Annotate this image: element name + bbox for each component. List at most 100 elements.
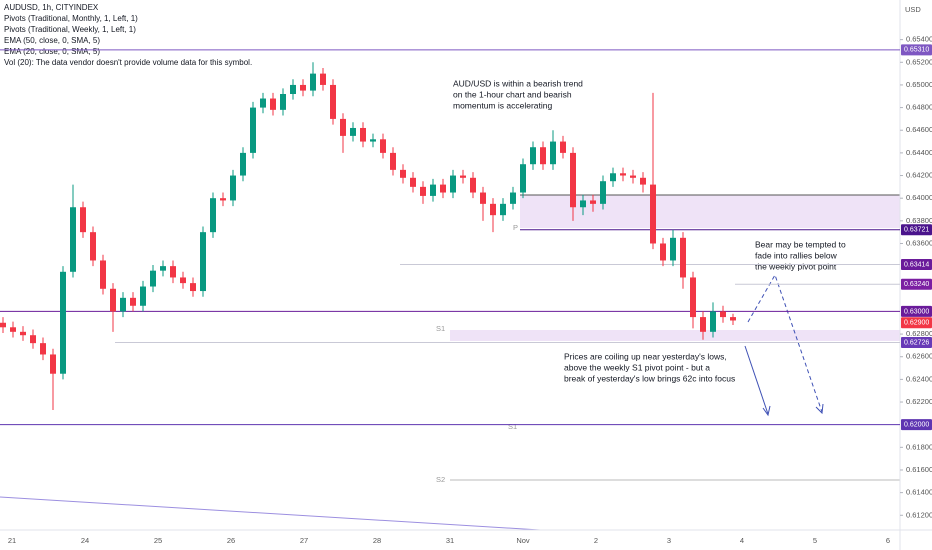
candle-body: [420, 186, 426, 196]
annotation: on the 1-hour chart and bearish: [453, 89, 572, 99]
candle-body: [380, 139, 386, 153]
y-tick-label: 0.65400: [906, 35, 932, 44]
price-badge-label: 0.65310: [904, 47, 929, 54]
candle-body: [490, 203, 496, 216]
price-badge: [901, 336, 932, 348]
candle-body: [660, 243, 666, 261]
legend-line: Pivots (Traditional, Weekly, 1, Left, 1): [4, 25, 136, 34]
price-badge: [901, 224, 932, 236]
candle-body: [20, 331, 26, 336]
candle-body: [710, 311, 716, 332]
y-tick-label: 0.63800: [906, 216, 932, 225]
y-tick-label: 0.62200: [906, 397, 932, 406]
candle-body: [730, 317, 736, 321]
pivot-label: P: [513, 223, 518, 232]
candle-body: [310, 73, 316, 91]
x-tick-label: 5: [813, 536, 817, 545]
candle-body: [550, 141, 556, 165]
candle-body: [180, 277, 186, 284]
candle-body: [430, 184, 436, 196]
price-badge-label: 0.62000: [904, 422, 929, 429]
candle-body: [600, 181, 606, 204]
candle-body: [450, 175, 456, 193]
candle-body: [590, 200, 596, 204]
x-tick-label: Nov: [516, 536, 530, 545]
candle-body: [120, 297, 126, 312]
s1-zone: [450, 330, 900, 341]
candle-body: [260, 98, 266, 108]
legend-line: EMA (20, close, 0, SMA, 5): [4, 47, 100, 56]
y-tick-label: 0.64000: [906, 193, 932, 202]
x-tick-label: 28: [373, 536, 381, 545]
y-tick-label: 0.64800: [906, 103, 932, 112]
y-tick-label: 0.64400: [906, 148, 932, 157]
arrowhead: [762, 405, 771, 417]
candle-body: [700, 317, 706, 332]
price-badge-label: 0.63240: [904, 281, 929, 288]
y-tick-label: 0.65000: [906, 80, 932, 89]
candle-body: [500, 203, 506, 216]
candle-body: [10, 327, 16, 332]
candle-body: [670, 237, 676, 261]
y-tick-label: 0.62600: [906, 352, 932, 361]
arrowhead: [815, 403, 824, 415]
candle-body: [620, 173, 626, 176]
y-tick-label: 0.65200: [906, 57, 932, 66]
candle-body: [130, 297, 136, 306]
candle-body: [140, 286, 146, 306]
y-tick-label: 0.61400: [906, 488, 932, 497]
candle-body: [480, 192, 486, 204]
y-tick-label: 0.63600: [906, 238, 932, 247]
price-badge: [901, 44, 932, 56]
candle-body: [580, 200, 586, 208]
candle-body: [400, 169, 406, 178]
candle-body: [330, 84, 336, 119]
candle-body: [320, 73, 326, 85]
candle-body: [290, 84, 296, 94]
price-badge-label: 0.63414: [904, 261, 929, 268]
candle-body: [690, 277, 696, 318]
candle-body: [240, 152, 246, 176]
price-badge: [901, 317, 932, 329]
candle-body: [460, 175, 466, 178]
y-tick-label: 0.64600: [906, 125, 932, 134]
candle-body: [540, 147, 546, 165]
candle-body: [280, 93, 286, 110]
legend-line: Vol (20): The data vendor doesn't provid…: [4, 58, 252, 67]
price-badge-label: 0.62900: [904, 320, 929, 327]
price-badge: [901, 419, 932, 431]
candle-body: [30, 335, 36, 344]
x-tick-label: 2: [594, 536, 598, 545]
pivot-label: S1: [508, 422, 517, 431]
candle-body: [720, 311, 726, 318]
pivot-label: S2: [436, 475, 445, 484]
y-tick-label: 0.61200: [906, 510, 932, 519]
arrow-solid: [744, 345, 769, 415]
annotation: break of yesterday's low brings 62c into…: [564, 373, 735, 383]
y-tick-label: 0.62400: [906, 374, 932, 383]
candle-body: [110, 288, 116, 312]
candle-body: [270, 98, 276, 110]
candle-body: [40, 343, 46, 355]
candle-body: [340, 118, 346, 136]
x-tick-label: 3: [667, 536, 671, 545]
pivot-zone: [520, 195, 900, 228]
candle-body: [370, 139, 376, 142]
candle-body: [610, 173, 616, 182]
candle-body: [60, 271, 66, 374]
candle-body: [570, 152, 576, 208]
x-tick-label: 27: [300, 536, 308, 545]
candle-body: [440, 184, 446, 193]
legend-line: EMA (50, close, 0, SMA, 5): [4, 36, 100, 45]
annotation: AUD/USD is within a bearish trend: [453, 78, 583, 88]
candle-body: [210, 198, 216, 233]
candle-body: [360, 127, 366, 142]
price-badge: [901, 278, 932, 290]
annotation: Prices are coiling up near yesterday's l…: [564, 351, 727, 361]
candle-body: [170, 266, 176, 278]
candle-body: [530, 147, 536, 165]
candle-body: [680, 237, 686, 278]
candle-body: [470, 177, 476, 193]
arrow-dashed: [747, 273, 823, 413]
